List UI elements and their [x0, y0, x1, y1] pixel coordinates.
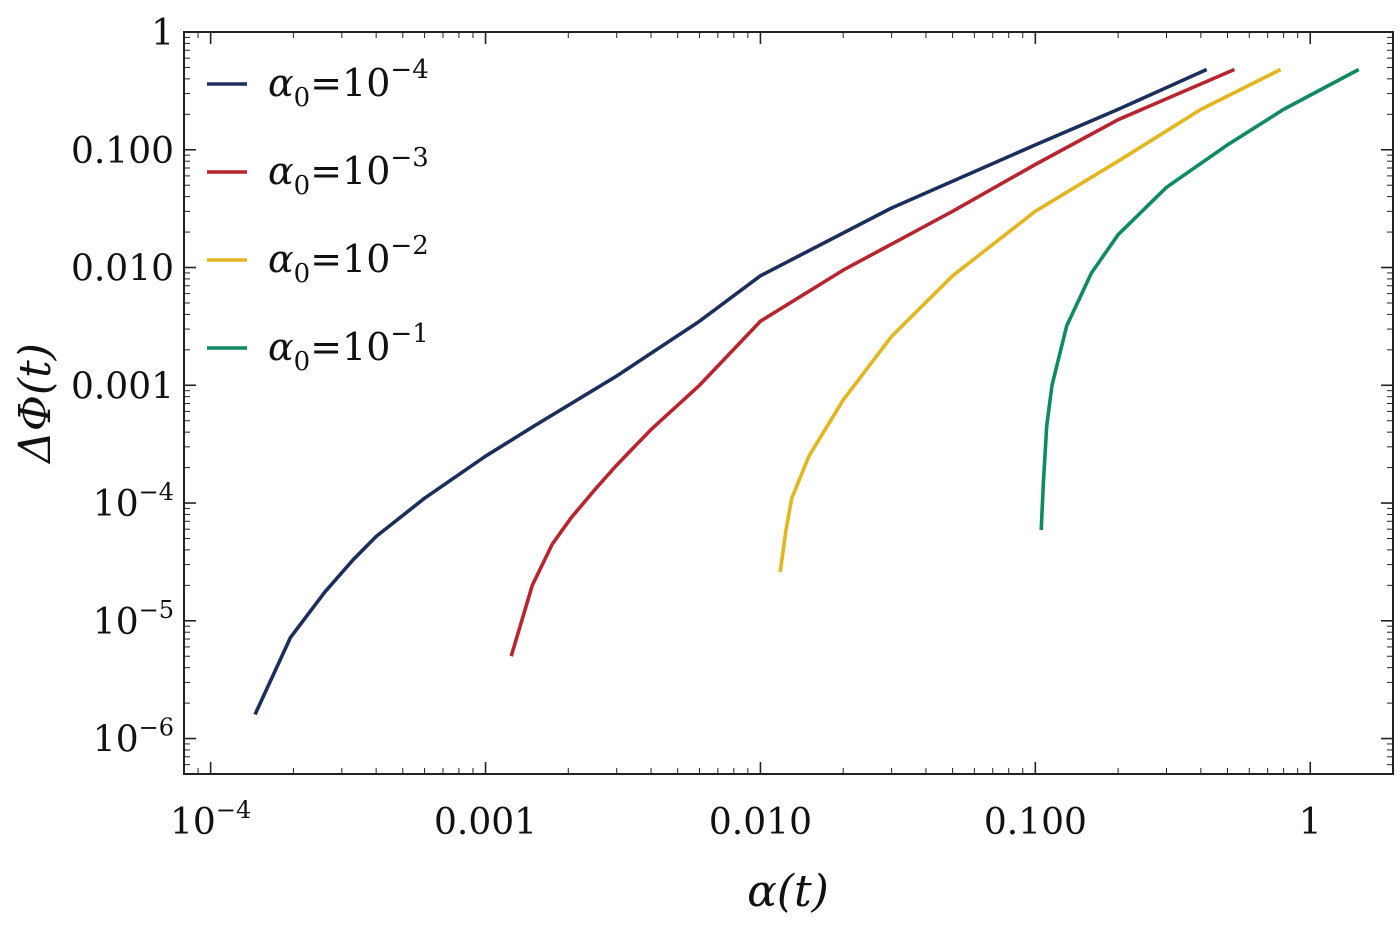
major-ticks [184, 31, 1393, 774]
x-tick-labels: 10−4 0.001 0.010 0.100 1 [170, 796, 1322, 843]
legend-label: α0=10−3 [268, 143, 429, 201]
y-tick-label: 1 [151, 13, 174, 54]
legend: α0=10−4 α0=10−3 α0=10−2 α0=10−1 [207, 55, 429, 377]
x-axis-label: α(t) [747, 866, 829, 917]
series-line-3 [778, 67, 1282, 573]
y-tick-label: 10−6 [93, 714, 174, 761]
minor-ticks [183, 32, 1394, 775]
y-tick-label: 10−5 [93, 596, 174, 643]
series-group [253, 67, 1360, 716]
y-axis-label: ΔΦ(t) [10, 343, 61, 465]
y-tick-labels: 10−6 10−5 10−4 0.001 0.010 0.100 1 [71, 13, 174, 761]
plot-frame [183, 31, 1394, 775]
legend-item: α0=10−4 [207, 55, 429, 113]
series-line-2 [509, 67, 1236, 657]
x-tick-label: 1 [1299, 802, 1322, 843]
y-tick-label: 0.001 [71, 366, 174, 407]
legend-label: α0=10−1 [268, 319, 429, 377]
x-tick-label: 0.001 [434, 802, 537, 843]
series-line-4 [1039, 67, 1360, 531]
legend-item: α0=10−2 [207, 231, 429, 289]
y-tick-label: 0.010 [71, 249, 174, 290]
legend-label: α0=10−2 [268, 231, 429, 289]
legend-label: α0=10−4 [268, 55, 429, 113]
x-tick-label: 10−4 [170, 796, 251, 843]
legend-item: α0=10−1 [207, 319, 429, 377]
series-line-1 [253, 67, 1208, 716]
legend-item: α0=10−3 [207, 143, 429, 201]
x-tick-label: 0.010 [709, 802, 812, 843]
y-tick-label: 10−4 [93, 478, 174, 525]
y-tick-label: 0.100 [71, 131, 174, 172]
x-tick-label: 0.100 [984, 802, 1087, 843]
